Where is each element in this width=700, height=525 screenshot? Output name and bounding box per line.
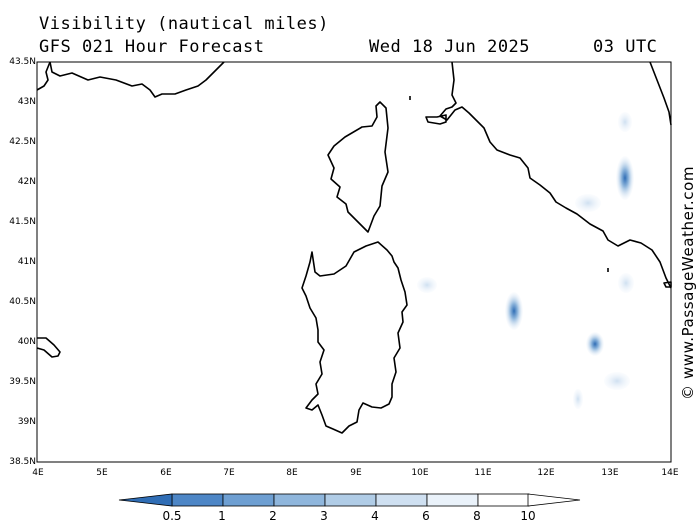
low-visibility-area — [505, 292, 523, 330]
france-coast — [49, 61, 225, 98]
lon-label: 12E — [537, 468, 555, 478]
colorbar-low-arrow — [118, 493, 173, 507]
menorca — [36, 337, 61, 358]
lon-label: 9E — [350, 468, 362, 478]
forecast-time: 03 UTC — [593, 37, 658, 57]
lon-label: 11E — [474, 468, 492, 478]
lat-label: 42.5N — [9, 137, 36, 147]
lat-label: 43N — [17, 97, 36, 107]
lon-label: 13E — [601, 468, 619, 478]
colorbar-label: 1 — [218, 509, 226, 523]
colorbar-label: 0.5 — [162, 509, 182, 523]
colorbar-label: 8 — [473, 509, 481, 523]
low-visibility-area — [604, 372, 630, 390]
lat-label: 40N — [17, 337, 36, 347]
low-visibility-area — [618, 112, 632, 132]
colorbar-label: 6 — [422, 509, 430, 523]
lon-label: 6E — [160, 468, 172, 478]
colorbar-label: 10 — [520, 509, 536, 523]
coastlines — [36, 61, 672, 434]
map-frame — [36, 61, 672, 463]
corsica — [327, 101, 389, 233]
product-title: Visibility (nautical miles) — [39, 14, 329, 34]
colorbar-cell — [171, 493, 224, 507]
lon-label: 5E — [96, 468, 108, 478]
colorbar-label: 4 — [371, 509, 379, 523]
colorbar-label: 2 — [269, 509, 277, 523]
lat-label: 40.5N — [9, 297, 36, 307]
colorbar-cell — [426, 493, 479, 507]
colorbar-cell — [273, 493, 326, 507]
colorbar-cell — [222, 493, 275, 507]
colorbar-high-arrow — [527, 493, 581, 507]
lat-label: 38.5N — [9, 457, 36, 467]
lon-label: 4E — [32, 468, 44, 478]
lon-label: 8E — [286, 468, 298, 478]
low-visibility-area — [586, 332, 604, 356]
low-visibility-area — [417, 277, 437, 293]
low-visibility-area — [616, 156, 634, 200]
lat-label: 42N — [17, 177, 36, 187]
lat-label: 41N — [17, 257, 36, 267]
visibility-shading — [417, 112, 634, 409]
colorbar-label: 3 — [320, 509, 328, 523]
low-visibility-area — [618, 273, 634, 293]
forecast-label: GFS 021 Hour Forecast — [39, 37, 265, 57]
lat-label: 39.5N — [9, 377, 36, 387]
lat-label: 41.5N — [9, 217, 36, 227]
low-visibility-area — [573, 389, 583, 409]
colorbar-cell — [324, 493, 377, 507]
colorbar-cell — [477, 493, 530, 507]
elba-island — [425, 114, 447, 125]
low-visibility-area — [575, 194, 601, 212]
colorbar-cell — [375, 493, 428, 507]
lon-label: 14E — [661, 468, 679, 478]
lon-label: 7E — [223, 468, 235, 478]
lat-label: 39N — [17, 417, 36, 427]
sardinia — [301, 241, 408, 434]
lon-label: 10E — [411, 468, 429, 478]
forecast-date: Wed 18 Jun 2025 — [369, 37, 531, 57]
lat-label: 43.5N — [9, 57, 36, 67]
